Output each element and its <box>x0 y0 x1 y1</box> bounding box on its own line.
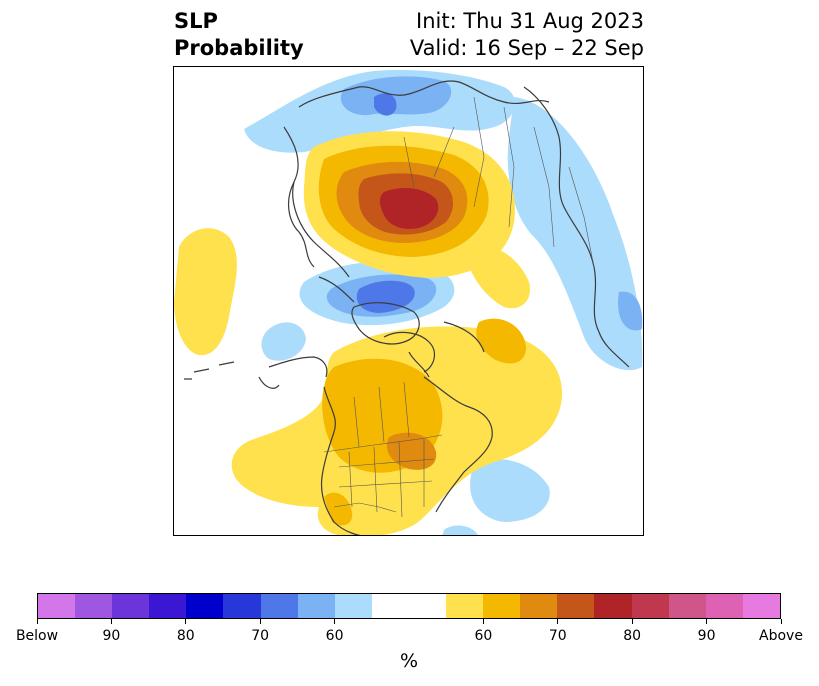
colorbar-cell-3 <box>149 594 187 618</box>
colorbar-tick-mark <box>631 619 633 624</box>
colorbar-tick-mark <box>36 619 38 624</box>
coast-aleutians <box>184 361 235 380</box>
below-region-pacific <box>261 322 306 361</box>
colorbar-cell-7 <box>297 594 335 618</box>
colorbar-cell-9 <box>371 594 447 618</box>
forecast-dates: Init: Thu 31 Aug 2023 Valid: 16 Sep – 22… <box>410 8 644 62</box>
init-date: Init: Thu 31 Aug 2023 <box>416 9 644 33</box>
colorbar-tick-label: 70 <box>548 628 567 644</box>
colorbar-tick-label: Above <box>759 628 803 644</box>
colorbar-tick-label: Below <box>15 628 59 644</box>
colorbar-tick-mark <box>185 619 187 624</box>
colorbar-tick-mark <box>259 619 261 624</box>
colorbar-cell-10 <box>446 594 484 618</box>
probability-map <box>173 66 644 536</box>
coast-alaska <box>258 356 328 389</box>
colorbar-cell-0 <box>38 594 76 618</box>
colorbar-cell-2 <box>112 594 150 618</box>
valid-range: Valid: 16 Sep – 22 Sep <box>409 36 644 60</box>
coast-scandinavia <box>287 181 355 303</box>
colorbar-tick-mark <box>334 619 336 624</box>
below-region-pole-core <box>356 280 415 313</box>
border-us-states <box>338 439 435 518</box>
colorbar-tick-label: 90 <box>102 628 121 644</box>
probability-colorbar <box>37 593 781 619</box>
below-region-arctic-core <box>374 93 397 116</box>
below-region-europe <box>507 97 643 371</box>
colorbar-cell-1 <box>75 594 113 618</box>
above-region-hudson <box>476 318 526 364</box>
coast-greenland <box>351 302 420 345</box>
colorbar-cell-8 <box>334 594 372 618</box>
colorbar-tick-label: 60 <box>474 628 493 644</box>
coast-eurasia-north <box>283 80 550 278</box>
colorbar-cell-18 <box>742 594 780 618</box>
colorbar-tick-mark <box>110 619 112 624</box>
coastlines <box>184 80 630 535</box>
colorbar-cell-5 <box>223 594 261 618</box>
colorbar-cell-6 <box>260 594 298 618</box>
below-region-atlantic <box>470 459 550 522</box>
above-normal-regions <box>174 131 563 535</box>
colorbar-unit-label: % <box>399 650 419 672</box>
below-normal-regions <box>244 69 643 535</box>
colorbar-cell-4 <box>186 594 224 618</box>
product-label: Probability <box>174 36 304 60</box>
colorbar-tick-label: 70 <box>251 628 270 644</box>
below-region-sw-corner <box>442 525 478 535</box>
colorbar-cell-12 <box>520 594 558 618</box>
colorbar-tick-mark <box>482 619 484 624</box>
coast-north-america <box>320 376 493 535</box>
colorbar-tick-mark <box>780 619 782 624</box>
colorbar-cell-17 <box>705 594 743 618</box>
colorbar-tick-label: 80 <box>623 628 642 644</box>
colorbar-tick-mark <box>557 619 559 624</box>
above-region-siberia-core <box>379 187 439 229</box>
border-canada-provinces <box>353 381 410 448</box>
colorbar-tick-label: 80 <box>176 628 195 644</box>
colorbar-cell-15 <box>631 594 669 618</box>
chart-title: SLP Probability <box>174 8 304 62</box>
above-region-europe-east <box>469 246 530 309</box>
border-us-canada <box>323 434 443 453</box>
below-region-arctic-mid <box>340 76 452 116</box>
colorbar-tick-label: 60 <box>325 628 344 644</box>
colorbar-cell-14 <box>594 594 632 618</box>
map-canvas <box>174 69 643 535</box>
variable-label: SLP <box>174 9 218 33</box>
colorbar-tick-mark <box>706 619 708 624</box>
border-us-mexico <box>333 502 397 513</box>
country-borders <box>323 96 595 518</box>
below-region-europe-mid <box>618 291 643 331</box>
colorbar-cell-16 <box>668 594 706 618</box>
colorbar-cell-11 <box>483 594 521 618</box>
border-eurasia <box>403 96 595 268</box>
colorbar-tick-label: 90 <box>697 628 716 644</box>
coast-canada-arctic <box>383 321 485 378</box>
above-region-pacific-west <box>174 228 237 356</box>
coast-east-asia <box>523 86 630 368</box>
colorbar-cell-13 <box>557 594 595 618</box>
